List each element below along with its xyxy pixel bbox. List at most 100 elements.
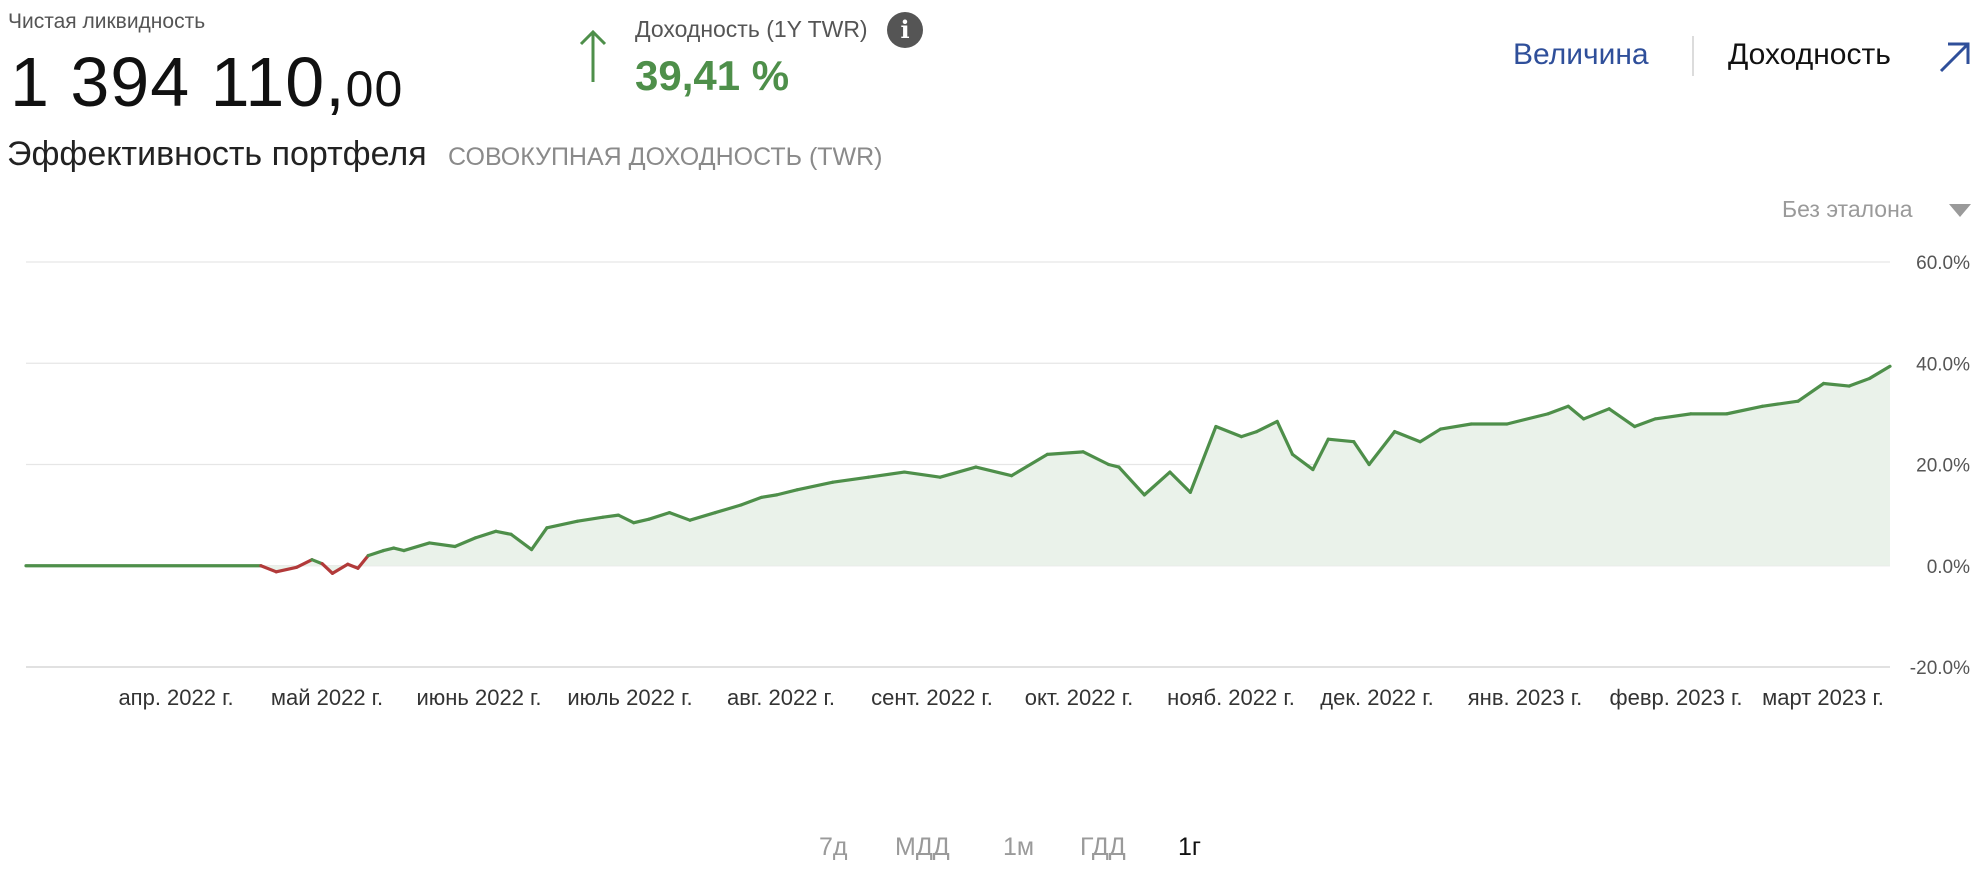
series-line-segment	[1796, 381, 1826, 403]
range-mtd[interactable]: МДД	[895, 833, 950, 861]
series-line-segment	[330, 562, 350, 575]
info-icon[interactable]: i	[887, 12, 923, 48]
x-tick-label: авг. 2022 г.	[727, 685, 835, 710]
y-tick-label: 20.0%	[1916, 456, 1970, 477]
series-line-segment	[1275, 419, 1295, 456]
range-ytd[interactable]: ГДД	[1080, 833, 1126, 861]
series-line-segment	[938, 465, 978, 479]
x-tick-label: февр. 2023 г.	[1610, 685, 1743, 710]
range-1y[interactable]: 1г	[1178, 833, 1202, 861]
series-line-segment	[795, 480, 835, 492]
tab-return[interactable]: Доходность	[1728, 38, 1891, 71]
series-line-segment	[616, 513, 636, 525]
series-line-segment	[1326, 437, 1356, 444]
net-liquidity-decimals: 00	[345, 61, 404, 117]
series-line-segment	[346, 562, 360, 570]
series-line-segment	[647, 510, 672, 521]
series-area	[26, 366, 1890, 574]
expand-arrow-icon[interactable]	[1938, 40, 1972, 74]
series-line-segment	[1393, 429, 1422, 444]
series-line-segment	[545, 519, 580, 530]
y-tick-label: 40.0%	[1916, 354, 1970, 375]
y-tick-label: -20.0%	[1910, 658, 1970, 679]
series-line-segment	[902, 470, 942, 479]
series-line-segment	[453, 536, 478, 549]
series-line-segment	[1117, 465, 1147, 497]
series-line-segment	[713, 503, 743, 515]
net-liquidity-label: Чистая ликвидность	[8, 10, 206, 33]
series-line-segment	[1107, 462, 1121, 469]
series-line-segment	[381, 546, 396, 553]
series-line-segment	[1847, 376, 1872, 388]
series-line-segment	[1142, 470, 1172, 497]
x-tick-label: окт. 2022 г.	[1025, 685, 1133, 710]
series-line-segment	[274, 565, 299, 574]
series-line-segment	[1311, 437, 1330, 472]
series-line-segment	[1188, 424, 1218, 494]
series-line-segment	[688, 510, 718, 522]
series-line-segment	[356, 554, 370, 570]
x-tick-label: дек. 2022 г.	[1320, 685, 1433, 710]
x-tick-label: март 2023 г.	[1762, 685, 1884, 710]
series-line-segment	[831, 475, 871, 484]
series-line-segment	[1566, 404, 1586, 421]
series-line-segment	[759, 493, 779, 500]
range-7d[interactable]: 7д	[819, 833, 848, 861]
series-line-segment	[1367, 429, 1397, 467]
series-line-segment	[1214, 424, 1244, 439]
y-tick-label: 60.0%	[1916, 253, 1970, 274]
x-tick-label: сент. 2022 г.	[871, 685, 993, 710]
tab-size[interactable]: Величина	[1513, 38, 1649, 71]
series-line-segment	[667, 510, 692, 522]
series-line-segment	[366, 548, 386, 558]
series-line-segment	[259, 564, 278, 574]
series-line-segment	[1581, 407, 1611, 421]
range-1m[interactable]: 1м	[1003, 833, 1035, 861]
x-tick-label: янв. 2023 г.	[1468, 685, 1582, 710]
series-line-segment	[1867, 364, 1892, 381]
series-line-segment	[775, 488, 799, 497]
net-liquidity-integer: 1 394 110,	[10, 43, 346, 121]
section-title: Эффективность портфеля	[7, 135, 427, 173]
series-line-segment	[1505, 412, 1550, 426]
series-line-segment	[1607, 407, 1637, 429]
series-line-segment	[867, 470, 906, 479]
series-line-segment	[1653, 412, 1693, 421]
series-line-segment	[427, 541, 457, 549]
series-line-segment	[1010, 452, 1049, 478]
series-line-segment	[1633, 417, 1657, 429]
x-tick-label: нояб. 2022 г.	[1167, 685, 1295, 710]
series-line-segment	[1760, 399, 1800, 408]
series-line-segment	[1352, 440, 1371, 467]
tab-divider	[1692, 36, 1694, 76]
series-line-segment	[1045, 450, 1085, 456]
performance-chart: 60.0% 40.0% 20.0% 0.0% -20.0% апр. 2022 г. май…	[24, 253, 1970, 710]
x-tick-label: июль 2022 г.	[567, 685, 692, 710]
series-line-segment	[1724, 404, 1764, 416]
series-line-segment	[402, 541, 432, 553]
series-line-segment	[494, 529, 513, 536]
series-line-segment	[739, 495, 763, 507]
x-tick-label: апр. 2022 г.	[118, 685, 233, 710]
return-value: 39,41 %	[635, 52, 790, 99]
series-line-segment	[473, 529, 498, 540]
series-line-segment	[575, 515, 605, 523]
benchmark-select[interactable]: Без эталона	[1782, 196, 1913, 222]
series-line-segment	[1438, 422, 1473, 431]
caret-down-icon[interactable]	[1949, 204, 1971, 218]
series-line-segment	[1290, 452, 1315, 472]
arrow-up-icon	[579, 29, 607, 82]
series-line-segment	[310, 558, 324, 566]
series-line-segment	[392, 546, 406, 553]
series-line-segment	[1081, 450, 1111, 467]
series-line-segment	[1546, 404, 1570, 416]
series-line-segment	[1822, 381, 1851, 388]
series-line-segment	[1418, 427, 1443, 444]
series-line-segment	[974, 465, 1014, 478]
series-line-segment	[1168, 470, 1192, 494]
series-line-segment	[295, 558, 314, 569]
series-line-segment	[320, 562, 335, 575]
return-label: Доходность (1Y TWR)	[635, 16, 868, 42]
series-line-segment	[632, 517, 651, 525]
series-line-segment	[601, 513, 620, 519]
